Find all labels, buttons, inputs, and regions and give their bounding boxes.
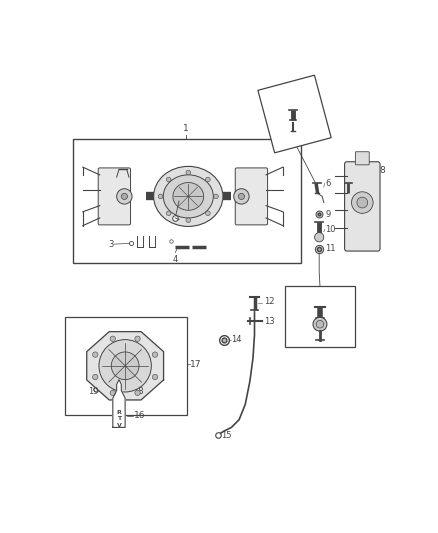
Text: 16: 16 xyxy=(134,411,146,421)
Circle shape xyxy=(166,177,171,182)
Text: T: T xyxy=(117,416,121,422)
Circle shape xyxy=(314,232,324,242)
FancyBboxPatch shape xyxy=(98,168,131,225)
Text: 2: 2 xyxy=(185,204,191,213)
Bar xyxy=(65,317,187,415)
Text: 12: 12 xyxy=(264,297,274,305)
Text: 9: 9 xyxy=(325,209,331,219)
Text: 8: 8 xyxy=(379,166,385,175)
Circle shape xyxy=(121,193,127,199)
Text: 15: 15 xyxy=(221,431,232,440)
Polygon shape xyxy=(113,379,125,427)
Bar xyxy=(73,140,301,263)
FancyBboxPatch shape xyxy=(345,161,380,251)
Text: 13: 13 xyxy=(264,318,274,326)
Circle shape xyxy=(186,218,191,223)
Circle shape xyxy=(135,336,140,342)
Circle shape xyxy=(238,193,244,199)
Ellipse shape xyxy=(173,182,204,210)
Text: 6: 6 xyxy=(325,179,331,188)
Circle shape xyxy=(92,352,98,357)
Circle shape xyxy=(158,194,163,199)
Text: 18: 18 xyxy=(133,387,144,395)
Circle shape xyxy=(357,197,367,208)
Polygon shape xyxy=(87,332,163,400)
Circle shape xyxy=(186,170,191,175)
Bar xyxy=(285,286,355,348)
Circle shape xyxy=(205,211,210,215)
Circle shape xyxy=(111,352,139,379)
Circle shape xyxy=(316,320,324,328)
Text: 1: 1 xyxy=(183,124,189,133)
Text: 17: 17 xyxy=(190,360,201,369)
Text: 10: 10 xyxy=(288,334,298,343)
Circle shape xyxy=(152,352,158,357)
Text: 7: 7 xyxy=(350,176,355,185)
Text: 14: 14 xyxy=(231,335,242,344)
FancyBboxPatch shape xyxy=(235,168,268,225)
Circle shape xyxy=(205,177,210,182)
Circle shape xyxy=(110,390,116,395)
Circle shape xyxy=(234,189,249,204)
Text: 10: 10 xyxy=(325,225,336,234)
Circle shape xyxy=(135,390,140,395)
Circle shape xyxy=(352,192,373,213)
Circle shape xyxy=(152,374,158,379)
Circle shape xyxy=(117,189,132,204)
Text: 11: 11 xyxy=(340,334,350,343)
Circle shape xyxy=(92,374,98,379)
Text: 11: 11 xyxy=(325,244,336,253)
Text: R: R xyxy=(117,409,121,415)
Circle shape xyxy=(99,340,151,392)
Text: V: V xyxy=(117,423,121,429)
Text: 3: 3 xyxy=(108,240,113,249)
Circle shape xyxy=(166,211,171,215)
Circle shape xyxy=(313,317,327,331)
FancyBboxPatch shape xyxy=(355,152,369,165)
Ellipse shape xyxy=(154,166,223,227)
Text: 4: 4 xyxy=(173,255,178,264)
Text: 19: 19 xyxy=(88,387,99,395)
Polygon shape xyxy=(258,75,331,153)
Text: 5: 5 xyxy=(266,104,272,113)
Ellipse shape xyxy=(163,175,213,218)
Circle shape xyxy=(214,194,218,199)
Circle shape xyxy=(110,336,116,342)
